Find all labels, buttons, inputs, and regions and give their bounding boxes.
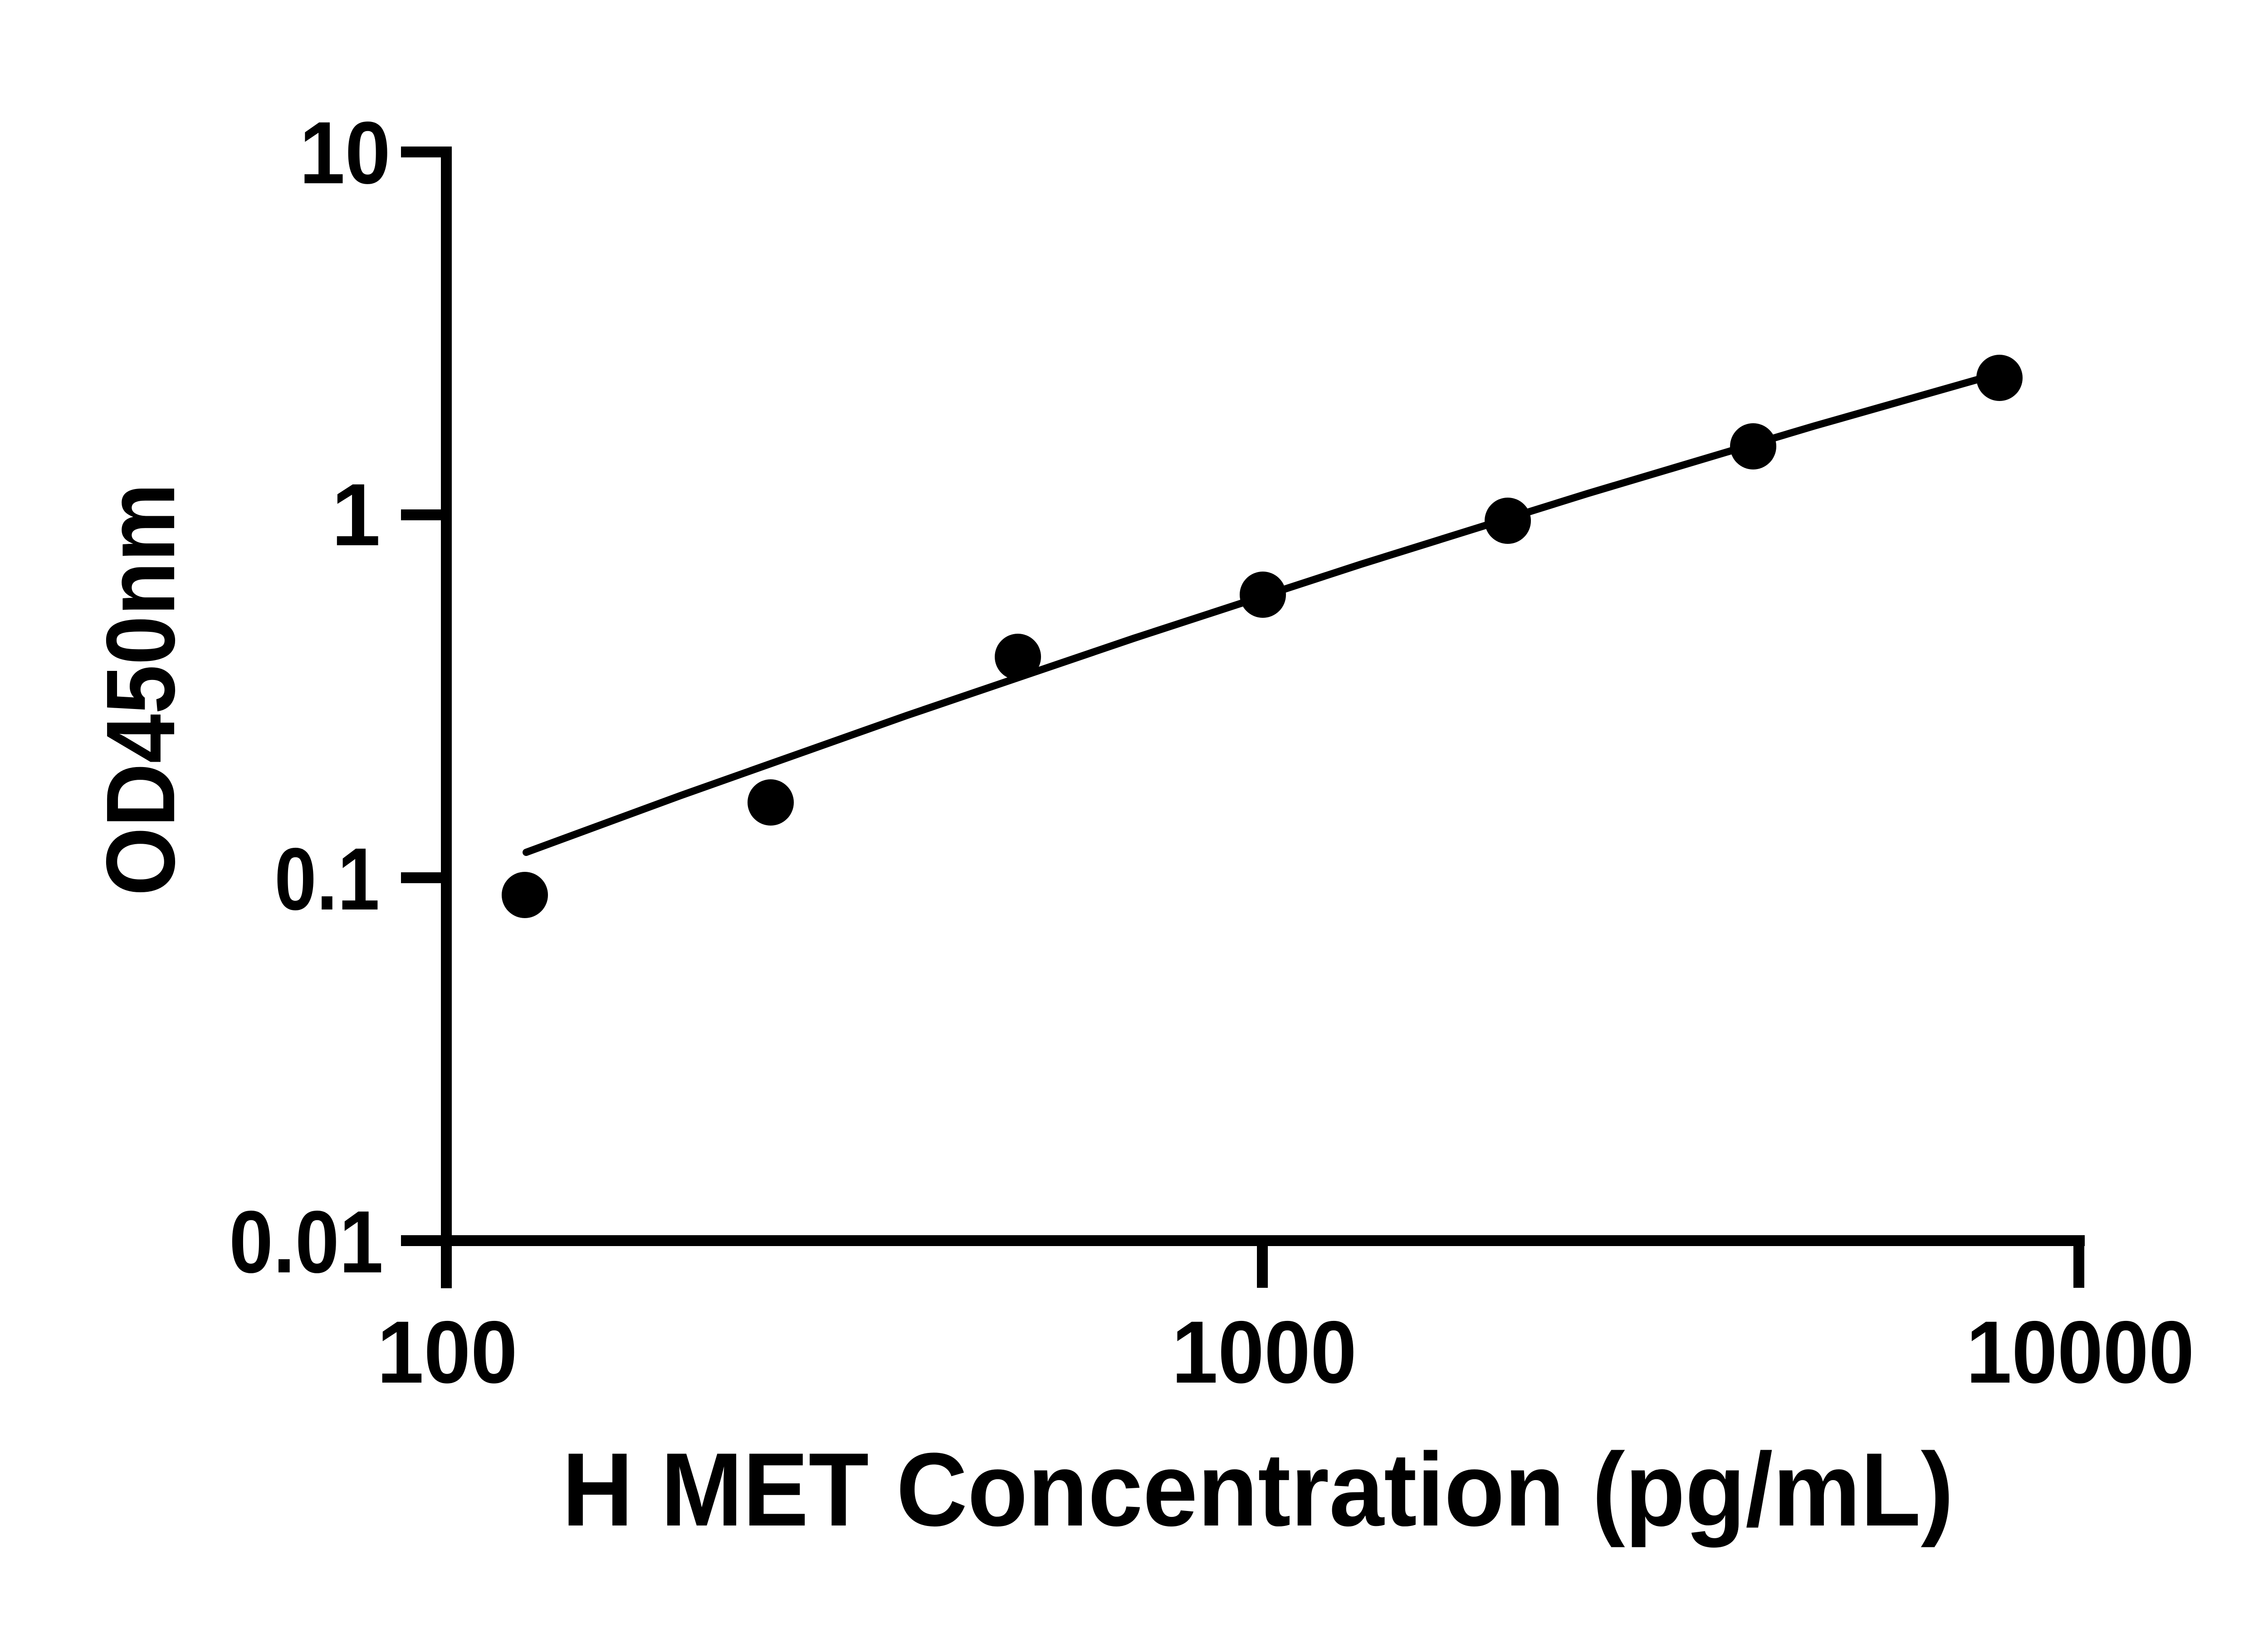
svg-text:OD450nm: OD450nm bbox=[86, 483, 195, 896]
svg-text:0.01: 0.01 bbox=[229, 1193, 383, 1291]
svg-text:10000: 10000 bbox=[1966, 1303, 2195, 1402]
svg-text:1000: 1000 bbox=[1172, 1303, 1357, 1402]
svg-text:1: 1 bbox=[332, 465, 381, 564]
svg-text:100: 100 bbox=[377, 1303, 518, 1402]
svg-text:10: 10 bbox=[299, 103, 391, 202]
svg-text:0.1: 0.1 bbox=[274, 830, 380, 929]
svg-text:H MET Concentration (pg/mL): H MET Concentration (pg/mL) bbox=[562, 1431, 1954, 1548]
